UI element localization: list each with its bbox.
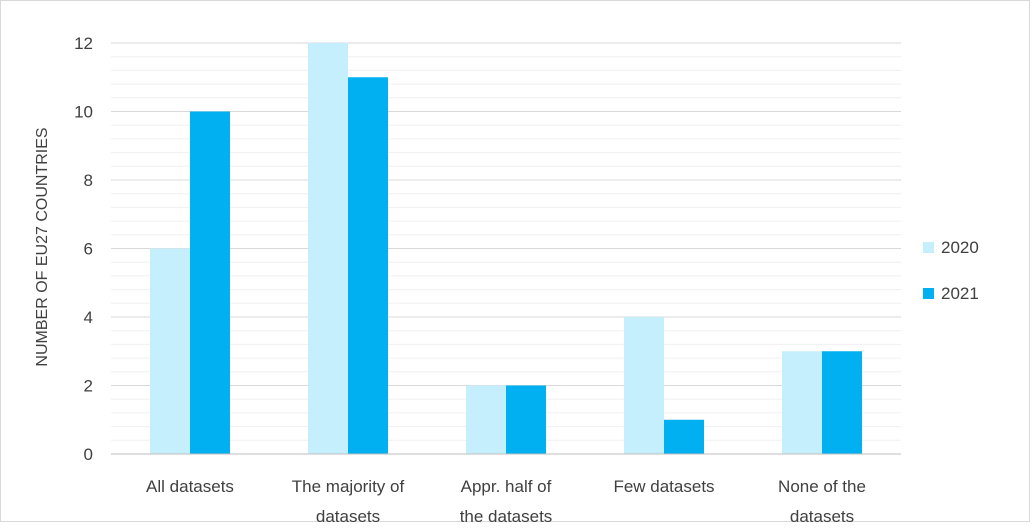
- y-tick-label: 4: [84, 308, 93, 327]
- x-tick-label: Appr. half of the datasets: [460, 477, 553, 523]
- legend: 2020 2021: [923, 238, 979, 303]
- legend-label: 2020: [941, 238, 979, 257]
- bar-2020-2: [466, 385, 506, 454]
- bar-2020-1: [308, 43, 348, 454]
- y-tick-label: 2: [84, 377, 93, 396]
- y-tick-label: 8: [84, 171, 93, 190]
- bar-2021-4: [822, 351, 862, 454]
- legend-label: 2021: [941, 284, 979, 303]
- legend-swatch-2020: [923, 242, 934, 253]
- y-tick-label: 6: [84, 240, 93, 259]
- x-tick-label: All datasets: [146, 477, 234, 496]
- legend-swatch-2021: [923, 288, 934, 299]
- y-axis-label: NUMBER OF EU27 COUNTRIES: [34, 127, 51, 366]
- bar-2021-3: [664, 419, 704, 454]
- bar-2020-3: [624, 317, 664, 454]
- x-tick-labels: All datasets The majority of datasets Appr.…: [146, 477, 866, 526]
- y-tick-label: 0: [84, 445, 93, 464]
- bar-2020-4: [782, 351, 822, 454]
- x-tick-label: None of the datasets: [778, 477, 866, 523]
- bar-2021-0: [190, 111, 230, 454]
- y-tick-label: 10: [74, 103, 93, 122]
- bar-2021-2: [506, 385, 546, 454]
- y-tick-labels: 0 2 4 6 8 10 12: [74, 34, 93, 464]
- bar-2021-1: [348, 77, 388, 454]
- y-tick-label: 12: [74, 34, 93, 53]
- bar-2020-0: [150, 248, 190, 454]
- bars: [150, 43, 862, 454]
- x-tick-label: The majority of datasets: [292, 477, 405, 523]
- x-tick-label: Few datasets: [613, 477, 714, 496]
